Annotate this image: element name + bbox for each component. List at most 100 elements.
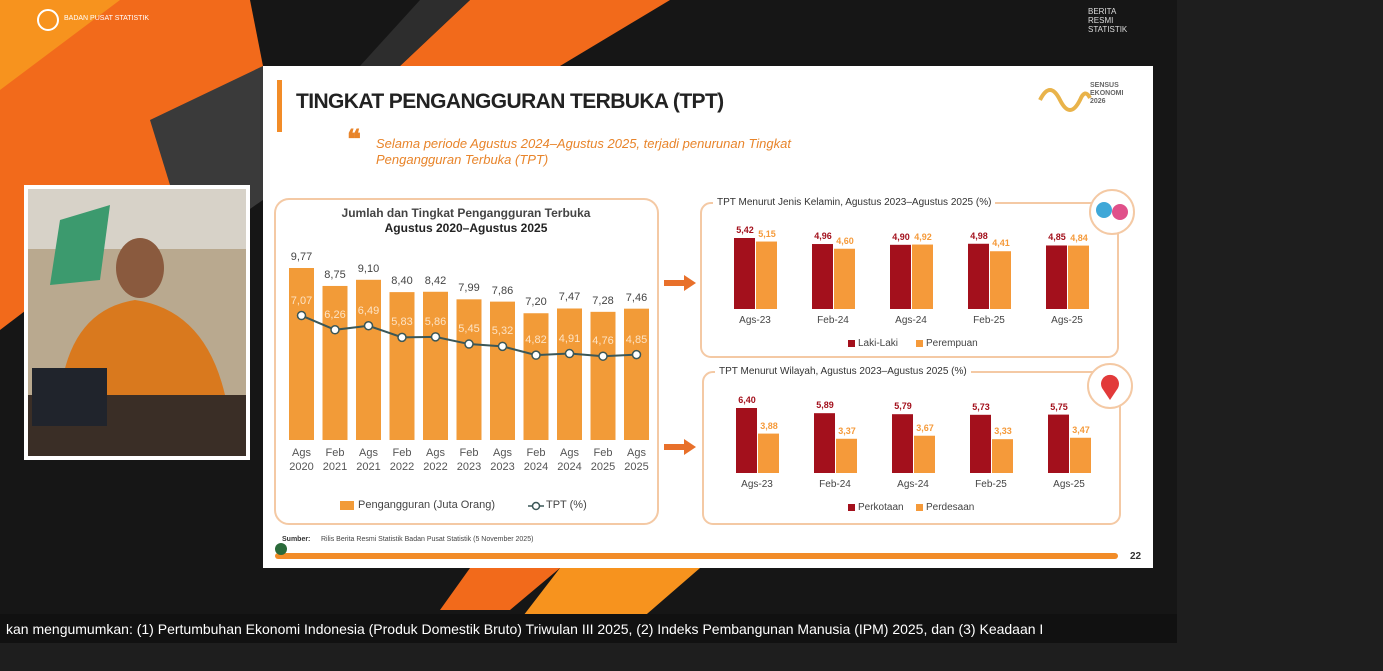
bar [814, 413, 835, 473]
bar [834, 248, 855, 309]
legend-label: Pengangguran (Juta Orang) [358, 499, 495, 511]
x-tick-label: Feb-25 [973, 315, 1005, 326]
quote-mark: ❝ [347, 125, 361, 154]
gender-icon-part [1096, 202, 1112, 218]
data-label: 6,26 [324, 308, 346, 321]
x-tick-label: Feb 2025 [590, 447, 616, 473]
title-accent [277, 80, 282, 132]
data-label: 5,79 [894, 401, 912, 412]
bottom-strip [0, 643, 1383, 671]
legend-label: Laki-Laki [858, 338, 899, 349]
bar [992, 439, 1013, 473]
data-label: 5,89 [816, 400, 834, 411]
bar [490, 301, 515, 440]
bar [322, 285, 348, 440]
stripe [360, 0, 470, 66]
bar [758, 433, 779, 473]
data-label: 8,40 [391, 275, 413, 288]
data-label: 5,42 [736, 225, 754, 235]
data-label: 7,20 [525, 296, 547, 309]
data-label: 4,82 [525, 334, 547, 347]
x-tick-label: Ags-23 [741, 479, 773, 490]
data-label: 7,99 [458, 282, 480, 295]
line-point [363, 320, 374, 331]
data-label: 5,83 [391, 316, 413, 329]
bar [1048, 414, 1069, 473]
line-point [397, 332, 407, 343]
data-label: 7,47 [558, 291, 581, 304]
legend-marker [531, 501, 541, 511]
bar [812, 244, 833, 309]
legend-label: Perkotaan [858, 502, 904, 513]
chart-title: TPT Menurut Wilayah, Agustus 2023–Agustu… [715, 366, 971, 378]
ticker: kan mengumumkan: (1) Pertumbuhan Ekonomi… [6, 621, 1044, 637]
data-label: 8,42 [424, 274, 447, 287]
stripe [440, 568, 560, 610]
arrow [664, 275, 696, 291]
webcam-person-head [116, 238, 164, 298]
footer-bar [275, 553, 1118, 559]
data-label: 5,75 [1050, 401, 1068, 412]
bar [456, 299, 482, 440]
bar [389, 292, 415, 440]
quote: Selama periode Agustus 2024–Agustus 2025… [376, 136, 791, 167]
ticker-bar [0, 614, 1177, 643]
bar [1046, 245, 1067, 309]
x-tick-label: Ags 2024 [557, 447, 582, 473]
x-tick-label: Feb-25 [975, 479, 1007, 490]
line-point [497, 341, 508, 352]
x-tick-label: Feb 2024 [523, 447, 549, 473]
data-label: 3,88 [760, 420, 778, 431]
bar [734, 238, 755, 309]
data-label: 5,32 [491, 325, 514, 338]
legend-label: Perdesaan [926, 502, 975, 513]
org-name: BADAN PUSAT STATISTIK [64, 15, 150, 22]
bar [914, 435, 935, 473]
badge: BERITA RESMI STATISTIK [1088, 7, 1128, 34]
data-label: 3,37 [838, 425, 856, 436]
data-label: 4,96 [814, 231, 832, 242]
data-label: 8,75 [324, 268, 346, 281]
data-label: 7,28 [592, 294, 614, 307]
sensus-logo-mark [1038, 88, 1092, 112]
data-label: 9,77 [290, 251, 313, 263]
stripe [0, 0, 120, 90]
bar [890, 244, 911, 309]
x-tick-label: Feb-24 [819, 479, 851, 490]
chart-title: TPT Menurut Jenis Kelamin, Agustus 2023–… [713, 197, 996, 209]
line-point [598, 351, 608, 361]
source-label: Sumber: [282, 536, 311, 543]
page-number: 22 [1130, 551, 1142, 562]
source: Rilis Berita Resmi Statistik Badan Pusat… [321, 536, 534, 543]
legend-swatch [848, 340, 855, 347]
stripe [400, 0, 670, 66]
bar [968, 243, 989, 309]
x-tick-label: Ags-25 [1053, 479, 1085, 490]
bar [912, 244, 933, 309]
bps-logo [37, 9, 59, 31]
x-tick-label: Ags 2025 [624, 447, 649, 473]
bar [289, 268, 314, 440]
data-label: 5,45 [458, 323, 480, 336]
data-label: 5,73 [972, 401, 990, 412]
line-point [296, 310, 307, 321]
bar [756, 241, 777, 309]
bar [990, 251, 1011, 309]
arrow [664, 439, 696, 455]
data-label: 4,85 [625, 333, 648, 346]
legend-swatch [916, 340, 923, 347]
chart-title: Jumlah dan Tingkat Pengangguran Terbuka [341, 206, 591, 220]
data-label: 7,07 [290, 294, 313, 307]
x-tick-label: Feb 2023 [456, 447, 482, 473]
bar [590, 311, 616, 440]
footer-badge [275, 543, 287, 555]
data-label: 5,86 [424, 315, 447, 328]
x-tick-label: Ags-24 [897, 479, 929, 490]
data-label: 7,86 [491, 284, 514, 297]
data-label: 4,92 [914, 231, 932, 242]
gender-icon-part [1112, 204, 1128, 220]
bar [356, 279, 381, 440]
